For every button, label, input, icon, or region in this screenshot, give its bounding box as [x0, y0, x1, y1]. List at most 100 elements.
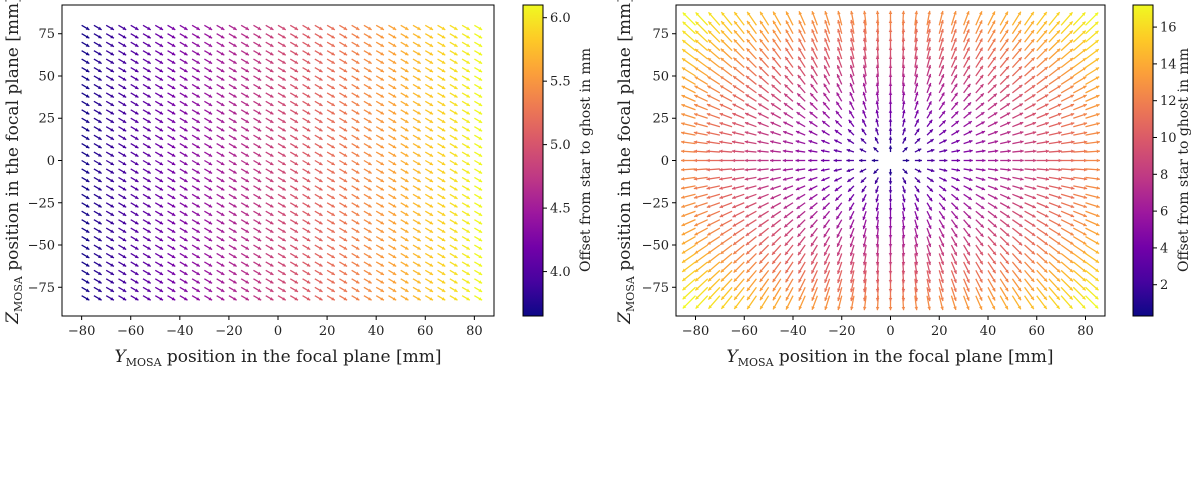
- vector-arrowhead: [747, 11, 751, 16]
- vector-arrowhead: [681, 241, 686, 245]
- vector-arrowhead: [695, 305, 700, 309]
- vector-arrowhead: [171, 128, 176, 132]
- vector-arrowhead: [282, 119, 286, 123]
- vector-arrowhead: [1031, 223, 1036, 227]
- vector-arrowhead: [306, 26, 311, 30]
- vector-arrowhead: [849, 216, 853, 220]
- vector-arrowhead: [1095, 231, 1100, 236]
- vector-arrowhead: [798, 65, 802, 70]
- vector-arrowhead: [757, 140, 761, 144]
- vector-arrowhead: [888, 244, 893, 248]
- vector-arrowhead: [834, 139, 838, 143]
- vector-arrowhead: [798, 278, 802, 283]
- vector-arrowhead: [695, 39, 699, 44]
- vector-arrowhead: [110, 153, 114, 157]
- vector-arrowhead: [992, 47, 996, 52]
- vector-arrowhead: [875, 288, 880, 293]
- vector-arrowhead: [927, 37, 932, 42]
- vector-arrowhead: [404, 111, 409, 115]
- vector-arrowhead: [134, 288, 139, 292]
- vector-arrowhead: [343, 85, 348, 89]
- vector-arrowhead: [681, 250, 686, 254]
- vector-arrowhead: [1094, 304, 1099, 309]
- vector-arrowhead: [269, 204, 274, 208]
- vector-arrowhead: [1044, 223, 1049, 227]
- vector-arrowhead: [85, 144, 90, 149]
- vector-arrowhead: [902, 137, 907, 141]
- vector-arrowhead: [282, 111, 286, 115]
- vector-arrowhead: [1096, 195, 1100, 199]
- vector-arrowhead: [1082, 268, 1086, 273]
- vector-arrowhead: [367, 136, 372, 140]
- vector-arrowhead: [927, 46, 932, 51]
- vector-arrowhead: [232, 229, 237, 233]
- vector-arrowhead: [798, 269, 802, 274]
- vector-arrowhead: [282, 288, 286, 292]
- vector-arrowhead: [306, 43, 311, 47]
- vector-arrowhead: [836, 252, 841, 256]
- vector-arrowhead: [981, 186, 986, 191]
- vector-arrowhead: [331, 94, 335, 98]
- vector-arrowhead: [941, 215, 945, 220]
- vector-arrowhead: [1082, 39, 1086, 44]
- vector-arrowhead: [196, 254, 200, 258]
- vector-arrowhead: [478, 77, 483, 81]
- vector-arrowhead: [220, 43, 225, 47]
- vector-arrowhead: [901, 82, 906, 87]
- vector-arrowhead: [134, 263, 139, 267]
- vector-arrowhead: [318, 170, 323, 174]
- vector-arrowhead: [380, 68, 384, 73]
- vector-arrowhead: [706, 177, 710, 181]
- vector-arrowhead: [1007, 149, 1011, 153]
- vector-arrowhead: [719, 195, 724, 199]
- vector-arrowhead: [306, 170, 311, 174]
- vector-arrowhead: [97, 60, 102, 64]
- vector-arrowhead: [429, 26, 434, 30]
- vector-arrowhead: [967, 233, 971, 238]
- vector-arrowhead: [171, 187, 176, 191]
- vector-arrowhead: [380, 297, 384, 301]
- vector-arrowhead: [719, 223, 724, 227]
- vector-arrowhead: [318, 102, 323, 106]
- vector-arrowhead: [122, 144, 127, 149]
- colorbar-tick-label: 4.0: [550, 265, 571, 280]
- vector-arrowhead: [966, 279, 970, 283]
- vector-arrowhead: [783, 196, 788, 200]
- vector-arrowhead: [824, 270, 828, 274]
- vector-arrowhead: [355, 229, 360, 233]
- vector-arrowhead: [417, 212, 421, 216]
- vector-arrowhead: [1032, 195, 1037, 200]
- vector-arrowhead: [318, 212, 323, 216]
- vector-arrowhead: [147, 170, 151, 174]
- vector-arrowhead: [294, 280, 299, 284]
- vector-arrowhead: [355, 68, 360, 73]
- vector-arrowhead: [478, 271, 483, 275]
- vector-arrowhead: [901, 270, 906, 275]
- vector-arrowhead: [811, 56, 815, 61]
- vector-arrowhead: [367, 85, 372, 89]
- vector-arrowhead: [367, 237, 372, 242]
- vector-arrowhead: [367, 77, 372, 81]
- vector-arrowhead: [719, 149, 723, 154]
- vector-arrowhead: [953, 38, 957, 42]
- right-x-axis-label: YMOSA position in the focal plane [mm]: [727, 347, 1054, 369]
- vector-arrowhead: [966, 260, 970, 265]
- vector-arrowhead: [681, 204, 685, 208]
- vector-arrowhead: [183, 246, 188, 250]
- vector-arrowhead: [466, 178, 470, 182]
- vector-arrowhead: [849, 234, 854, 238]
- vector-arrowhead: [992, 38, 996, 43]
- vector-arrowhead: [110, 187, 114, 191]
- vector-arrowhead: [785, 305, 790, 310]
- vector-arrowhead: [1069, 305, 1073, 309]
- vector-arrowhead: [429, 136, 434, 140]
- vector-arrowhead: [380, 136, 384, 140]
- vector-arrowhead: [404, 35, 409, 39]
- vector-arrowhead: [441, 68, 446, 73]
- vector-arrowhead: [392, 111, 397, 115]
- vector-arrowhead: [417, 144, 421, 149]
- vector-arrowhead: [849, 225, 853, 229]
- vector-arrowhead: [681, 140, 685, 144]
- vector-arrowhead: [380, 119, 384, 123]
- vector-arrowhead: [1082, 30, 1086, 35]
